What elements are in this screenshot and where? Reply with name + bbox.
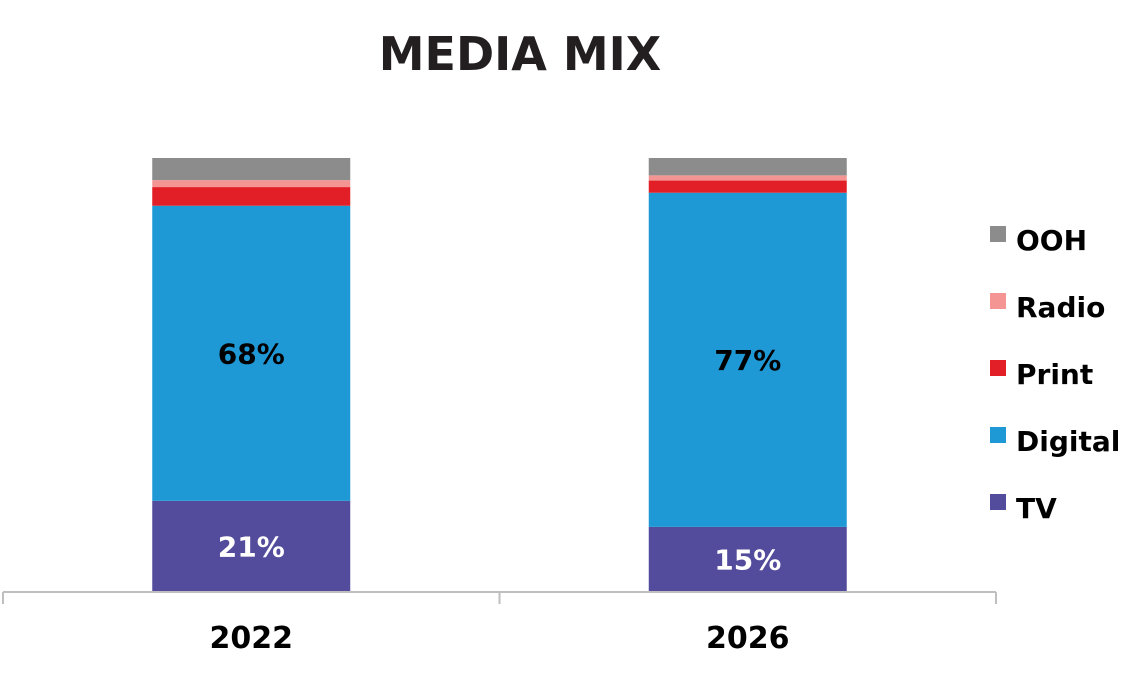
legend-swatch-ooh — [990, 226, 1006, 242]
legend-label-radio: Radio — [1016, 291, 1105, 324]
legend-swatch-radio — [990, 293, 1006, 309]
legend-label-ooh: OOH — [1016, 224, 1087, 257]
x-tick-label-2026: 2026 — [706, 621, 790, 656]
bars-group: 21% 68% 15% 77% — [152, 158, 847, 592]
bar-radio-2026 — [648, 175, 847, 181]
legend: OOH Radio Print Digital TV — [990, 224, 1120, 525]
legend-swatch-tv — [990, 494, 1006, 510]
bar-tv-2022 — [152, 500, 351, 592]
bar-ooh-2026 — [648, 158, 847, 176]
x-axis: 2022 2026 — [2, 591, 997, 656]
data-label-tv-2026: 15% — [714, 543, 781, 576]
legend-swatch-digital — [990, 427, 1006, 443]
legend-swatch-print — [990, 360, 1006, 376]
bar-ooh-2022 — [152, 158, 351, 181]
x-tick-label-2022: 2022 — [210, 621, 294, 656]
data-label-tv-2022: 21% — [218, 530, 285, 563]
legend-label-tv: TV — [1016, 492, 1057, 525]
data-label-digital-2026: 77% — [714, 344, 781, 377]
chart-title: MEDIA MIX — [379, 27, 661, 81]
bar-print-2026 — [648, 180, 847, 193]
bar-print-2022 — [152, 187, 351, 206]
bar-tv-2026 — [648, 526, 847, 592]
data-label-digital-2022: 68% — [218, 337, 285, 370]
legend-label-print: Print — [1016, 358, 1093, 391]
bar-radio-2022 — [152, 180, 351, 188]
bar-digital-2022 — [152, 205, 351, 501]
bar-digital-2026 — [648, 192, 847, 527]
legend-label-digital: Digital — [1016, 425, 1120, 458]
